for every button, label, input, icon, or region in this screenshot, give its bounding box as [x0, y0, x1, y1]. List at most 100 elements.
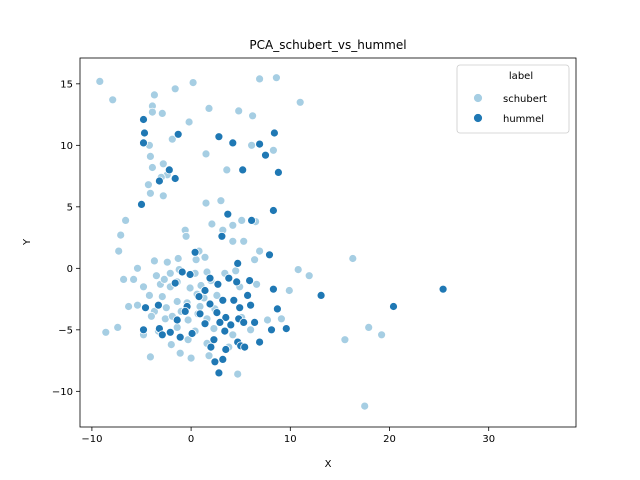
points-layer [95, 73, 448, 411]
point-hummel-3 [173, 129, 183, 139]
y-tick-label--10: −10 [52, 387, 73, 398]
point-schubert-1 [108, 95, 118, 105]
point-schubert-112 [360, 401, 370, 411]
point-hummel-36 [243, 290, 253, 300]
point-schubert-30 [216, 196, 226, 206]
point-schubert-38 [181, 231, 191, 241]
point-schubert-119 [195, 302, 205, 311]
point-schubert-42 [114, 246, 124, 256]
point-schubert-27 [145, 188, 155, 198]
point-hummel-68 [221, 345, 231, 354]
y-axis-label: Y [22, 238, 33, 246]
point-schubert-97 [209, 324, 219, 334]
point-hummel-32 [438, 284, 448, 294]
point-hummel-23 [185, 270, 195, 279]
point-schubert-101 [183, 335, 193, 345]
point-hummel-45 [195, 309, 205, 319]
point-schubert-2 [170, 84, 180, 94]
point-schubert-3 [188, 78, 198, 87]
point-hummel-12 [154, 176, 164, 186]
point-schubert-92 [113, 322, 123, 332]
point-schubert-45 [149, 256, 159, 266]
point-hummel-13 [238, 165, 248, 175]
point-schubert-0 [95, 77, 105, 86]
legend-marker-hummel [473, 113, 483, 123]
legend-box [456, 64, 570, 134]
plot-frame [79, 57, 577, 428]
point-hummel-2 [139, 138, 148, 148]
point-hummel-21 [233, 258, 243, 268]
point-schubert-59 [304, 271, 314, 281]
point-schubert-58 [293, 265, 303, 275]
point-schubert-18 [201, 149, 211, 159]
point-hummel-33 [194, 292, 204, 302]
point-hummel-72 [218, 354, 228, 364]
point-schubert-68 [252, 279, 262, 289]
x-tick-label-20: 20 [383, 434, 396, 445]
point-schubert-105 [364, 322, 374, 332]
point-hummel-30 [268, 284, 278, 294]
point-hummel-22 [177, 267, 187, 277]
point-schubert-20 [247, 140, 257, 150]
point-schubert-41 [239, 236, 249, 246]
point-hummel-64 [209, 335, 219, 345]
point-schubert-70 [139, 282, 148, 292]
point-schubert-100 [166, 340, 176, 350]
x-tick-label-0: 0 [188, 434, 194, 445]
point-schubert-32 [116, 230, 126, 240]
point-hummel-26 [232, 277, 242, 287]
point-schubert-26 [143, 180, 153, 190]
point-schubert-8 [157, 109, 167, 118]
point-schubert-46 [162, 257, 172, 267]
point-hummel-35 [229, 295, 239, 305]
point-schubert-40 [228, 236, 238, 246]
point-schubert-72 [157, 292, 167, 302]
point-schubert-4 [255, 74, 265, 84]
point-schubert-71 [144, 290, 154, 300]
point-schubert-28 [158, 191, 168, 201]
point-hummel-67 [206, 342, 216, 352]
point-hummel-56 [139, 325, 148, 335]
point-hummel-43 [153, 300, 163, 310]
point-schubert-34 [207, 219, 217, 229]
legend-label-hummel: hummel [503, 114, 544, 125]
point-schubert-62 [129, 274, 139, 284]
point-hummel-47 [221, 313, 231, 322]
point-hummel-71 [210, 357, 220, 367]
point-schubert-47 [173, 254, 183, 263]
legend-title: label [509, 71, 533, 82]
point-schubert-111 [233, 369, 243, 379]
point-schubert-31 [121, 215, 130, 225]
point-schubert-10 [204, 104, 214, 113]
y-tick-label-5: 5 [67, 202, 73, 213]
point-hummel-53 [215, 317, 225, 327]
point-hummel-73 [214, 368, 224, 378]
point-hummel-6 [255, 139, 265, 149]
point-hummel-61 [281, 324, 291, 334]
point-hummel-39 [246, 300, 256, 310]
x-axis-label: X [325, 459, 332, 470]
point-schubert-6 [149, 90, 159, 100]
point-hummel-1 [140, 128, 149, 138]
point-hummel-11 [170, 174, 180, 183]
point-schubert-109 [186, 353, 196, 363]
point-schubert-36 [237, 215, 247, 225]
x-tick-label-10: 10 [284, 434, 297, 445]
legend: label schubert hummel [456, 64, 570, 134]
x-axis: −10 0 10 20 30 [81, 427, 495, 445]
point-schubert-21 [158, 159, 168, 169]
point-schubert-19 [268, 145, 278, 155]
point-hummel-8 [261, 150, 270, 160]
point-schubert-86 [183, 315, 193, 325]
point-hummel-59 [220, 326, 230, 336]
point-schubert-77 [133, 300, 142, 310]
point-hummel-29 [170, 278, 180, 288]
point-hummel-70 [240, 342, 250, 352]
point-schubert-29 [201, 198, 211, 208]
point-hummel-51 [172, 315, 182, 325]
point-schubert-22 [147, 163, 157, 172]
point-hummel-38 [235, 303, 245, 313]
point-schubert-16 [167, 134, 177, 144]
point-hummel-15 [223, 209, 233, 219]
